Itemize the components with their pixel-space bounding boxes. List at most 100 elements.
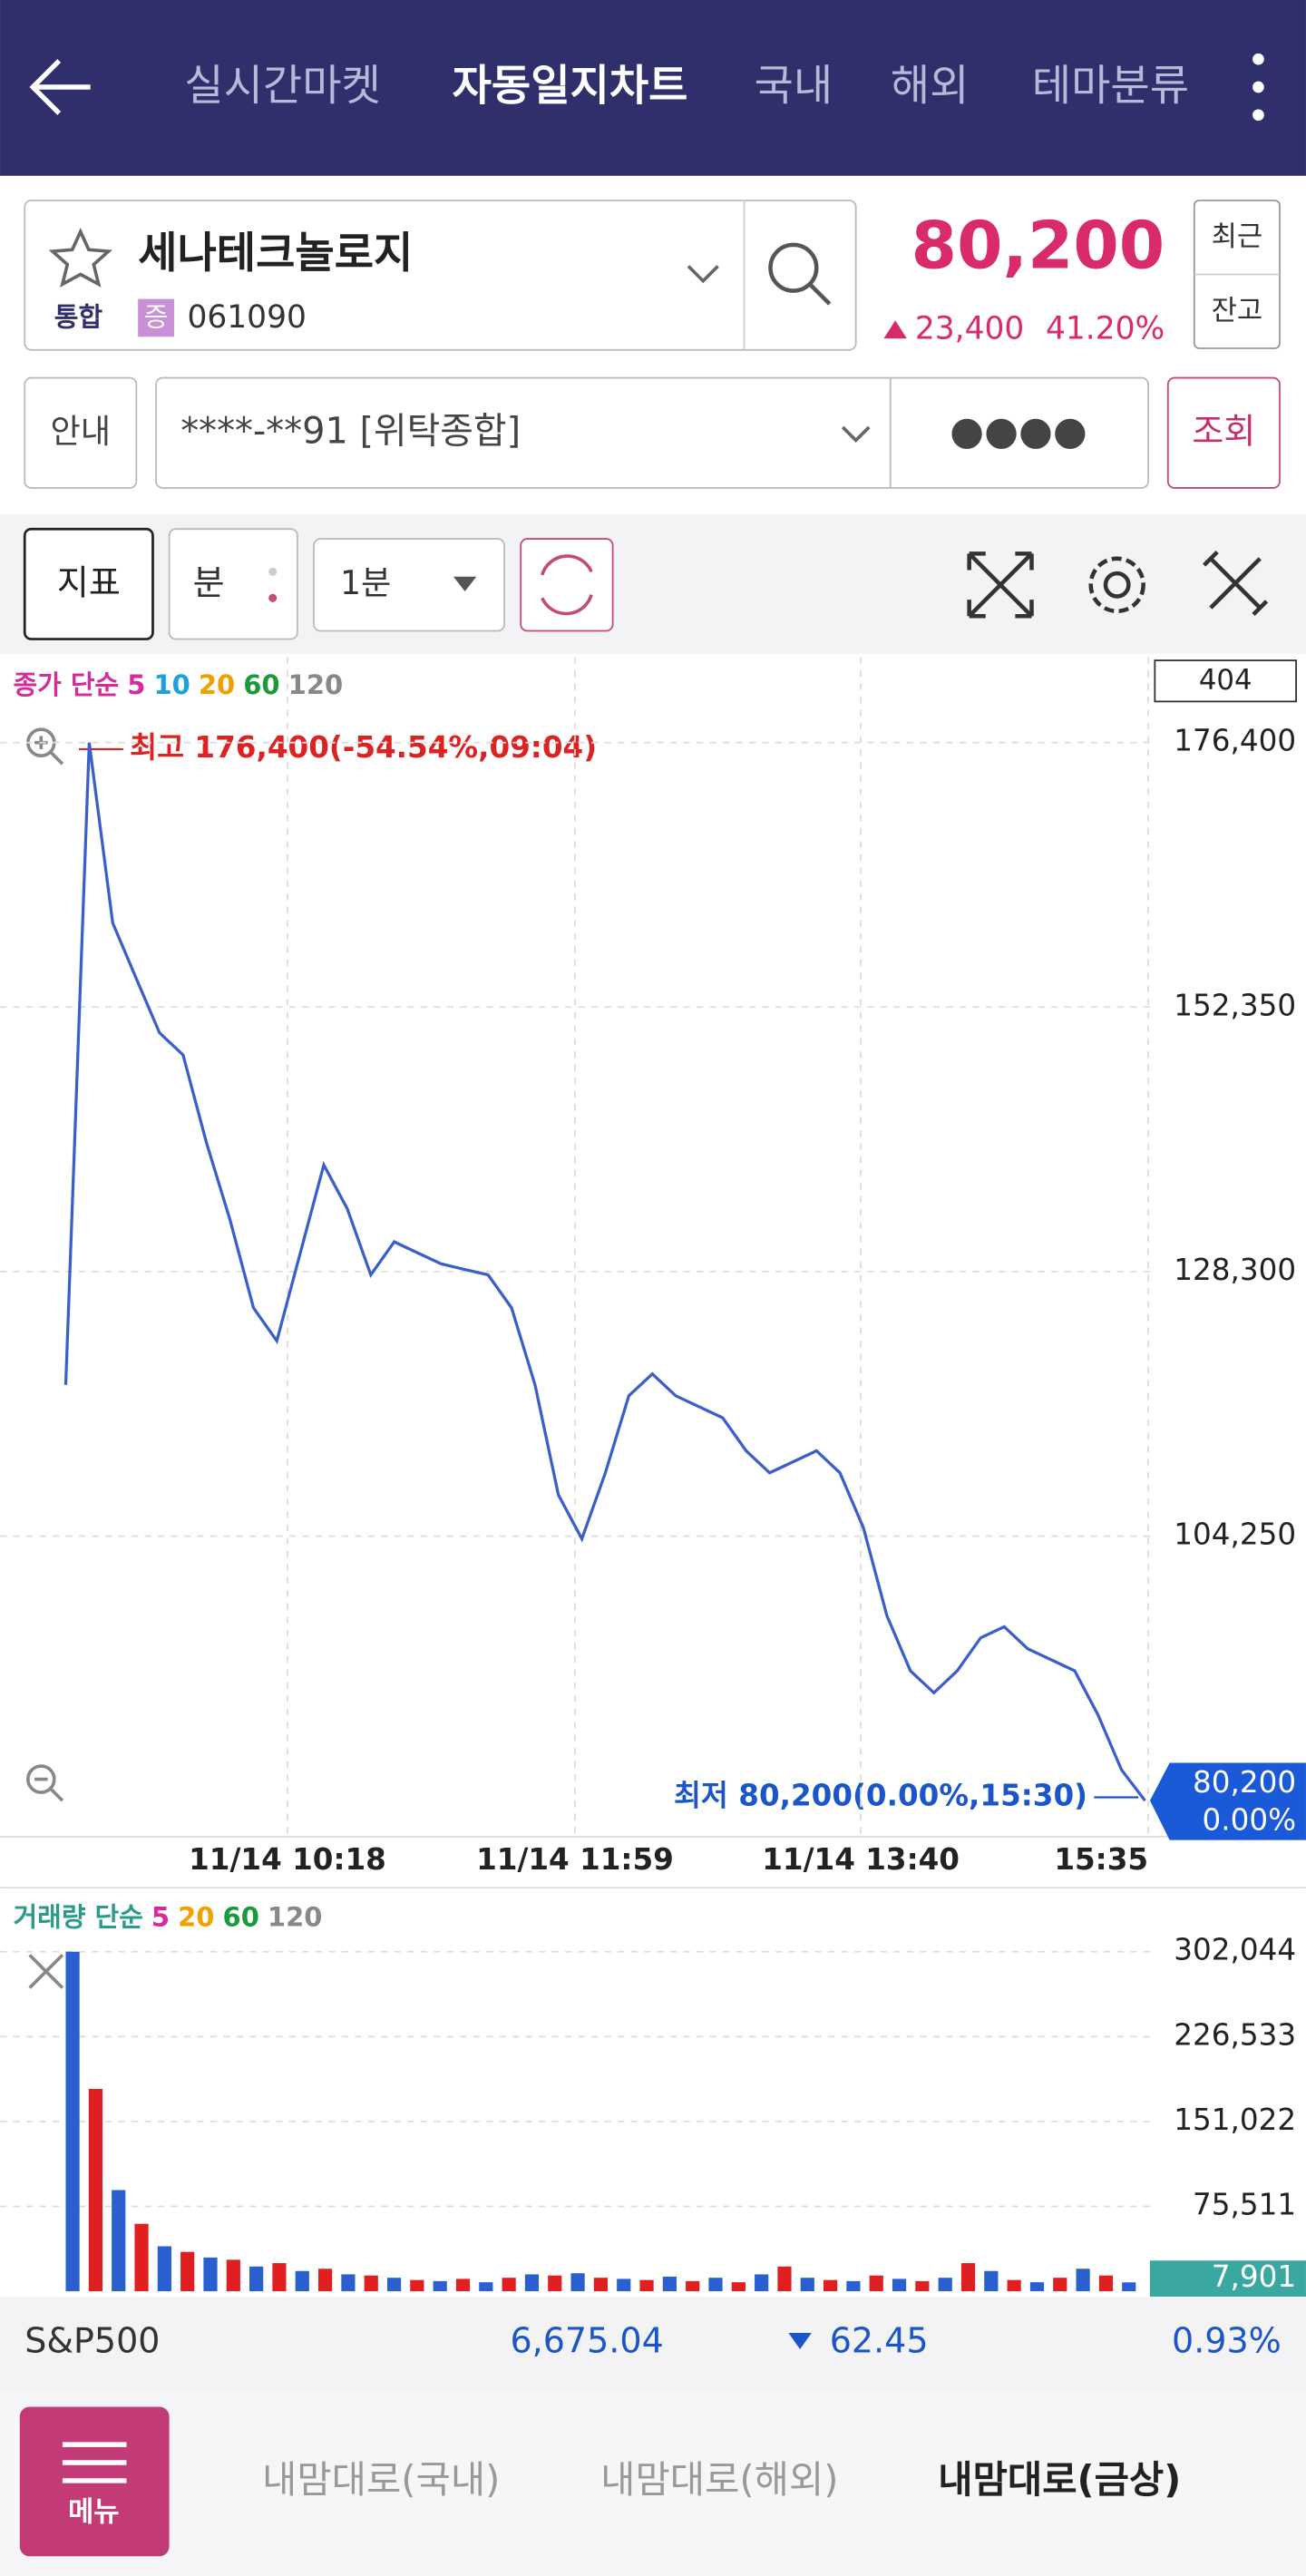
- y-tick-label: 151,022: [1174, 2103, 1296, 2137]
- volume-bar: [662, 2276, 677, 2292]
- volume-bar: [892, 2278, 907, 2292]
- volume-bar: [1053, 2278, 1067, 2292]
- count-box: [1154, 659, 1297, 703]
- nav-tab[interactable]: 실시간마켓: [184, 61, 381, 111]
- volume-bar: [180, 2251, 195, 2292]
- bottom-tab[interactable]: 내맘대로(금상): [938, 2457, 1181, 2502]
- stock-name: 세나테크놀로지: [138, 229, 413, 278]
- change-pct: 41.20%: [1046, 311, 1165, 347]
- back-button[interactable]: [29, 59, 91, 115]
- nav-tab[interactable]: 자동일지차트: [453, 61, 688, 111]
- legend-period: 60: [243, 669, 279, 700]
- last-pct: 0.00%: [1203, 1803, 1297, 1838]
- fullscreen-button[interactable]: [967, 551, 1034, 619]
- y-tick-label: 152,350: [1174, 988, 1296, 1022]
- volume-bar: [502, 2278, 516, 2292]
- dropdown[interactable]: [841, 425, 871, 443]
- y-tick-label: 226,533: [1174, 2017, 1296, 2052]
- stock-code: 061090: [188, 299, 307, 336]
- zoom-out[interactable]: [26, 1764, 64, 1802]
- volume-bar: [272, 2263, 287, 2292]
- favorite-star[interactable]: [48, 228, 112, 288]
- volume-bar: [938, 2278, 952, 2292]
- volume-bar: [617, 2278, 631, 2292]
- volume-bar: [203, 2257, 218, 2292]
- volume-bar: [249, 2266, 264, 2292]
- period-select[interactable]: [313, 538, 505, 632]
- more-button[interactable]: [1252, 53, 1264, 122]
- recent-button[interactable]: 최근: [1212, 220, 1263, 253]
- query-label: 조회: [1192, 412, 1255, 452]
- y-tick-label: 128,300: [1174, 1253, 1296, 1287]
- dropdown[interactable]: [687, 265, 719, 284]
- legend-period: 10: [154, 669, 190, 700]
- volume-bar: [915, 2280, 930, 2292]
- indicator-label: 지표: [57, 562, 121, 602]
- tools-button[interactable]: [1203, 550, 1269, 616]
- query-button[interactable]: [1166, 376, 1281, 489]
- volume-bar: [755, 2274, 769, 2292]
- down-arrow: [788, 2332, 812, 2350]
- search-button[interactable]: [768, 242, 832, 306]
- account-box[interactable]: [155, 376, 1149, 489]
- volume-last-box: [1149, 2260, 1306, 2298]
- volume-bar: [524, 2274, 540, 2292]
- volume-bar: [777, 2266, 792, 2292]
- volume-bar: [157, 2246, 171, 2292]
- legend-period: 5: [127, 669, 145, 700]
- period-type-label: 분: [193, 562, 225, 602]
- price-line: [63, 742, 1146, 1802]
- stock-box[interactable]: [24, 200, 857, 351]
- legend-period: 5: [151, 1902, 170, 1933]
- nav-tab[interactable]: 해외: [891, 61, 970, 111]
- bottom-tab[interactable]: 내맘대로(국내): [262, 2457, 500, 2502]
- change: 23,400: [915, 311, 1024, 347]
- bottom-tab[interactable]: 내맘대로(해외): [600, 2457, 838, 2502]
- volume-bar: [846, 2280, 861, 2292]
- volume-last: 7,901: [1212, 2259, 1296, 2294]
- badge: 증: [144, 301, 169, 332]
- legend: 거래량 단순 5 20 60 120: [14, 1902, 323, 1933]
- volume-bar: [1122, 2282, 1136, 2292]
- balance-button[interactable]: 잔고: [1212, 295, 1263, 327]
- volume-bar: [65, 1951, 80, 2292]
- price: 80,200: [911, 208, 1165, 284]
- volume-bar: [869, 2275, 883, 2292]
- refresh-button[interactable]: [520, 538, 614, 632]
- volume-bar: [364, 2275, 378, 2292]
- x-tick-label: 11/14 10:18: [189, 1842, 386, 1877]
- volume-bar: [984, 2270, 999, 2292]
- y-tick-label: 104,250: [1174, 1517, 1296, 1551]
- volume-bar: [686, 2280, 700, 2292]
- y-tick-label: 302,044: [1174, 1933, 1296, 1967]
- ticker-bar: [0, 2297, 1306, 2391]
- password[interactable]: ●●●●: [950, 409, 1087, 454]
- volume-bar: [341, 2274, 356, 2292]
- volume-bar: [960, 2263, 976, 2292]
- close-volume[interactable]: [28, 1954, 64, 1989]
- dot: [268, 593, 278, 602]
- bottom-nav: [0, 2390, 1306, 2576]
- x-tick-label: 15:35: [1054, 1842, 1148, 1877]
- period-type-button[interactable]: [168, 528, 298, 640]
- badge-bg: [138, 298, 175, 337]
- x-tick-label: 11/14 13:40: [762, 1842, 960, 1877]
- volume-bar: [295, 2270, 309, 2292]
- nav-tab[interactable]: 테마분류: [1032, 61, 1189, 111]
- settings-button[interactable]: [1088, 556, 1145, 614]
- volume-bar: [639, 2279, 654, 2292]
- last-price-box: [1149, 1762, 1306, 1840]
- volume-bar: [1098, 2275, 1114, 2292]
- volume-bar: [824, 2279, 838, 2292]
- volume-bar: [570, 2273, 585, 2292]
- nav-tab[interactable]: 국내: [755, 61, 833, 111]
- volume-bar: [708, 2278, 723, 2292]
- volume-bar: [433, 2280, 447, 2292]
- volume-bar: [800, 2278, 814, 2292]
- high-label: 최고 176,400(-54.54%,09:04): [130, 730, 597, 765]
- volume-bar: [410, 2279, 424, 2292]
- legend-period: 20: [199, 669, 235, 700]
- guide-button[interactable]: [24, 376, 138, 489]
- indicator-button[interactable]: [23, 527, 154, 640]
